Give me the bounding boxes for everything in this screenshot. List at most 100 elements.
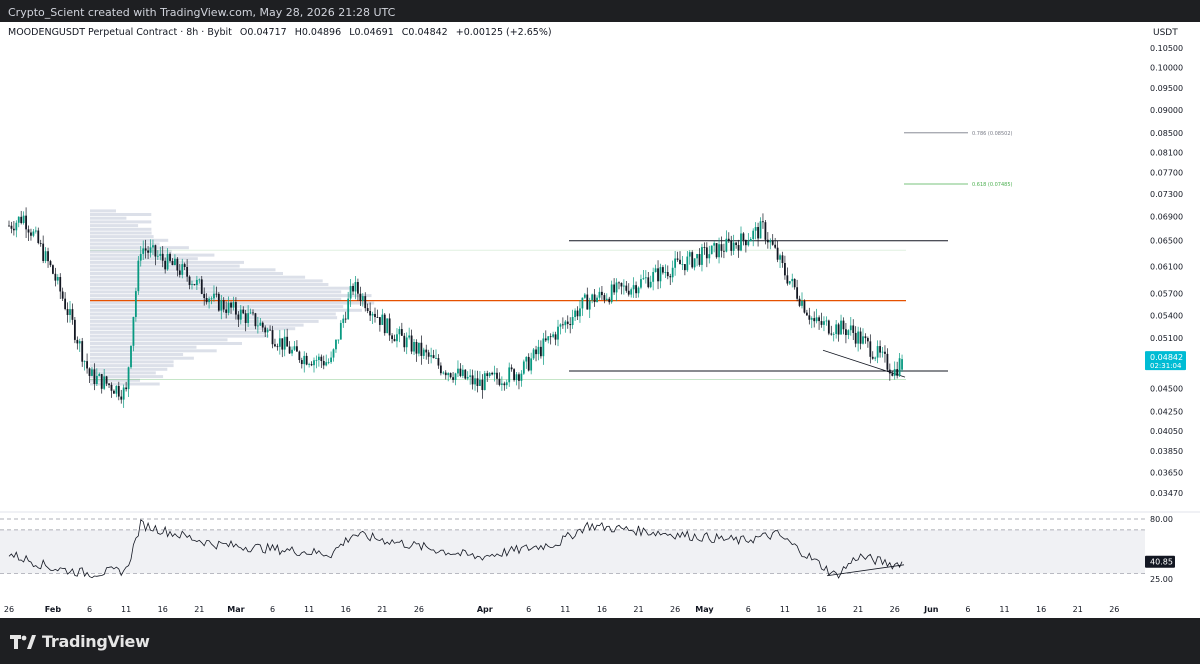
candle-body <box>566 321 569 325</box>
volume-profile-bar <box>90 312 336 316</box>
symbol-title[interactable]: MOODENGUSDT Perpetual Contract · 8h · By… <box>8 27 232 38</box>
time-axis-tick: Jun <box>923 605 939 614</box>
candle-body <box>215 293 218 295</box>
candle-body <box>130 345 132 368</box>
price-axis-tick: 0.09000 <box>1150 106 1183 115</box>
candle-body <box>364 296 367 309</box>
candle-body <box>457 368 459 374</box>
volume-profile-bar <box>90 349 217 353</box>
candle-body <box>474 378 476 385</box>
candle-body <box>225 309 228 313</box>
candle-body <box>147 250 149 253</box>
candle-body <box>291 349 293 354</box>
candle-body <box>671 267 674 278</box>
time-axis-tick: 21 <box>633 605 643 614</box>
candle-body <box>54 273 57 281</box>
candle-body <box>134 291 137 317</box>
candle-body <box>78 341 81 344</box>
candle-body <box>784 263 786 276</box>
candle-body <box>642 278 645 280</box>
divergence-line-rsi <box>826 564 905 577</box>
candle-body <box>752 230 755 239</box>
candle-body <box>39 243 42 244</box>
volume-profile-bar <box>90 334 269 338</box>
candle-body <box>832 333 835 335</box>
fib-level-label: 0.618 (0.07485) <box>972 182 1013 188</box>
time-axis-tick: 11 <box>121 605 131 614</box>
candle-body <box>701 247 703 265</box>
candle-body <box>371 313 374 316</box>
price-axis-tick: 0.06500 <box>1150 237 1183 246</box>
candle-body <box>413 342 415 352</box>
candle-body <box>479 379 481 386</box>
candle-body <box>110 384 113 391</box>
candle-body <box>303 355 306 365</box>
candle-body <box>113 390 115 394</box>
currency-label[interactable]: USDT <box>1153 28 1178 38</box>
candle-body <box>239 309 242 320</box>
price-axis-tick: 0.04250 <box>1150 408 1183 417</box>
rsi-axis-tick: 25.00 <box>1150 575 1173 584</box>
time-axis-tick: 16 <box>597 605 607 614</box>
candle-body <box>845 329 847 336</box>
candle-body <box>117 386 120 397</box>
time-axis-tick: Feb <box>45 605 62 614</box>
time-axis-tick: 11 <box>304 605 314 614</box>
candle-body <box>788 281 791 284</box>
volume-profile-bar <box>90 279 323 283</box>
chart-panel[interactable]: 0.786 (0.08502) 0.618 (0.07485) 0.10500 0.1… <box>0 22 1200 618</box>
candle-body <box>696 254 698 259</box>
candle-body <box>25 215 27 230</box>
volume-profile-bar <box>90 220 152 224</box>
candle-body <box>705 247 708 259</box>
candle-body <box>703 247 706 248</box>
volume-profile-bar <box>90 224 139 228</box>
time-axis-tick: 16 <box>816 605 826 614</box>
candle-body <box>161 253 164 261</box>
candle-body <box>308 364 311 365</box>
candle-body <box>10 225 13 229</box>
ohlc-low: L0.04691 <box>349 27 394 38</box>
candle-body <box>108 383 110 385</box>
candle-body <box>879 346 881 353</box>
candle-body <box>759 221 762 239</box>
time-axis-tick: 21 <box>194 605 204 614</box>
volume-profile-bar <box>90 319 319 323</box>
time-axis-tick: 26 <box>4 605 14 614</box>
candle-body <box>518 374 520 381</box>
candle-body <box>186 266 189 277</box>
footer-bar: TradingView <box>0 618 1200 664</box>
candle-body <box>686 256 689 271</box>
candle-body <box>576 310 579 317</box>
candle-body <box>459 368 462 376</box>
candle-body <box>491 372 494 375</box>
candle-body <box>532 349 535 359</box>
candle-body <box>891 373 894 376</box>
price-axis-tick: 0.10000 <box>1150 64 1183 73</box>
time-axis-tick: 16 <box>158 605 168 614</box>
candle-body <box>44 251 47 261</box>
candle-body <box>427 352 430 357</box>
candle-body <box>86 361 88 369</box>
chart-canvas[interactable]: 0.786 (0.08502) 0.618 (0.07485) 0.10500 0.1… <box>0 22 1200 618</box>
candle-body <box>659 267 662 282</box>
candle-body <box>56 277 59 281</box>
candle-body <box>378 317 381 325</box>
candle-body <box>723 250 725 252</box>
price-axis-tick: 0.03650 <box>1150 469 1183 478</box>
candle-body <box>254 313 257 327</box>
candle-body <box>664 272 667 273</box>
candle-body <box>400 329 403 336</box>
divergence-line-price <box>822 349 906 378</box>
candle-body <box>579 308 581 317</box>
tradingview-logo[interactable]: TradingView <box>10 632 150 651</box>
candle-body <box>193 284 196 286</box>
candle-body <box>583 294 586 298</box>
candle-body <box>174 258 176 266</box>
price-axis-tick: 0.08500 <box>1150 129 1183 138</box>
volume-profile-bar <box>90 353 184 356</box>
candle-body <box>425 349 428 353</box>
candle-body <box>598 291 601 298</box>
candle-body <box>83 361 86 362</box>
tradingview-logo-text: TradingView <box>42 632 150 651</box>
